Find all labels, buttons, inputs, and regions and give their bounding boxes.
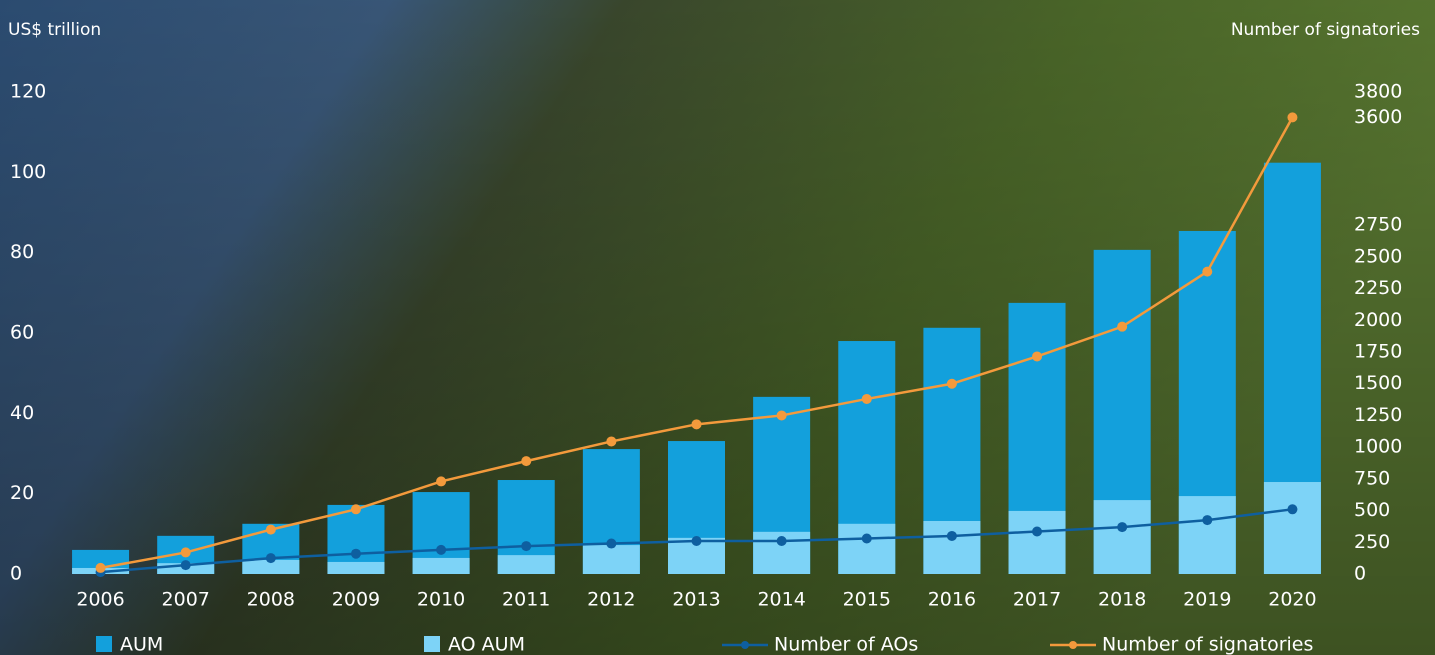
legend-label: AUM — [120, 634, 163, 655]
bar — [412, 557, 470, 574]
y2-tick-label: 2250 — [1354, 277, 1402, 299]
bar — [327, 561, 385, 574]
legend-label: Number of AOs — [774, 634, 918, 655]
y2-tick-label: 2500 — [1354, 245, 1402, 267]
bar — [582, 545, 640, 574]
line-point — [691, 419, 702, 430]
line-point — [1032, 351, 1043, 362]
x-tick-label: 2008 — [247, 589, 295, 611]
line-point — [946, 530, 957, 541]
line-point — [1287, 112, 1298, 123]
y2-tick-label: 3600 — [1354, 106, 1402, 128]
line-point — [1117, 321, 1128, 332]
x-tick-label: 2009 — [332, 589, 380, 611]
line-point — [691, 536, 702, 547]
line-point — [861, 393, 872, 404]
legend-label: Number of signatories — [1102, 634, 1313, 655]
line-point — [776, 410, 787, 421]
line-point — [606, 538, 617, 549]
x-tick-label: 2013 — [672, 589, 720, 611]
y2-axis-title: Number of signatories — [1231, 20, 1420, 40]
legend-marker — [1069, 641, 1077, 649]
x-tick-label: 2012 — [587, 589, 635, 611]
line-point — [436, 476, 447, 487]
line-point — [350, 548, 361, 559]
y-tick-label: 100 — [10, 161, 46, 183]
line-point — [265, 524, 276, 535]
bar — [1008, 510, 1066, 574]
legend-marker — [741, 641, 749, 649]
x-tick-label: 2018 — [1098, 589, 1146, 611]
y2-tick-label: 750 — [1354, 467, 1390, 489]
legend: AUM AO AUM Number of AOs Number of signator… — [96, 634, 1313, 655]
line-point — [180, 547, 191, 558]
x-tick-label: 2006 — [76, 589, 124, 611]
x-tick-label: 2015 — [843, 589, 891, 611]
x-tick-label: 2017 — [1013, 589, 1061, 611]
bar — [1093, 500, 1151, 574]
legend-swatch — [424, 636, 440, 652]
legend-label: AO AUM — [448, 634, 525, 655]
line-point — [946, 378, 957, 389]
y-tick-label: 80 — [10, 241, 34, 263]
y2-tick-label: 1250 — [1354, 404, 1402, 426]
line-point — [436, 544, 447, 555]
bar — [1178, 496, 1236, 574]
x-tick-label: 2020 — [1268, 589, 1316, 611]
y-axis-title: US$ trillion — [8, 20, 101, 40]
y2-tick-label: 500 — [1354, 499, 1390, 521]
bar — [497, 555, 555, 574]
y-tick-label: 60 — [10, 322, 34, 344]
y-tick-label: 120 — [10, 81, 46, 103]
plot: 0 20 40 60 80 100 120 0 250 500 750 1000 1250 1500 175… — [10, 81, 1402, 611]
line-point — [1032, 526, 1043, 537]
bar — [242, 559, 300, 574]
bar — [838, 523, 896, 574]
line-point — [861, 533, 872, 544]
line-point — [606, 436, 617, 447]
y2-tick-label: 3800 — [1354, 81, 1402, 103]
y2-tick-label: 250 — [1354, 531, 1390, 553]
y-tick-label: 40 — [10, 402, 34, 424]
legend-swatch — [96, 636, 112, 652]
line-point — [521, 456, 532, 467]
line-point — [776, 536, 787, 547]
line-point — [265, 553, 276, 564]
x-tick-label: 2016 — [928, 589, 976, 611]
x-tick-label: 2011 — [502, 589, 550, 611]
bar — [923, 520, 981, 574]
y-tick-label: 0 — [10, 563, 22, 585]
line-point — [521, 541, 532, 552]
y2-tick-label: 1750 — [1354, 341, 1402, 363]
y2-tick-label: 1000 — [1354, 436, 1402, 458]
line-point — [1117, 522, 1128, 533]
bar — [1263, 482, 1321, 574]
x-tick-label: 2007 — [162, 589, 210, 611]
x-tick-label: 2010 — [417, 589, 465, 611]
line-point — [95, 562, 106, 573]
y2-tick-label: 2000 — [1354, 309, 1402, 331]
x-tick-label: 2014 — [757, 589, 805, 611]
x-tick-label: 2019 — [1183, 589, 1231, 611]
line-point — [180, 560, 191, 571]
y-tick-label: 20 — [10, 482, 34, 504]
line-point — [1202, 266, 1213, 277]
line-point — [1287, 504, 1298, 515]
y2-tick-label: 1500 — [1354, 372, 1402, 394]
line-point — [1202, 515, 1213, 526]
y2-tick-label: 2750 — [1354, 214, 1402, 236]
line-point — [350, 504, 361, 515]
y2-tick-label: 0 — [1354, 563, 1366, 585]
